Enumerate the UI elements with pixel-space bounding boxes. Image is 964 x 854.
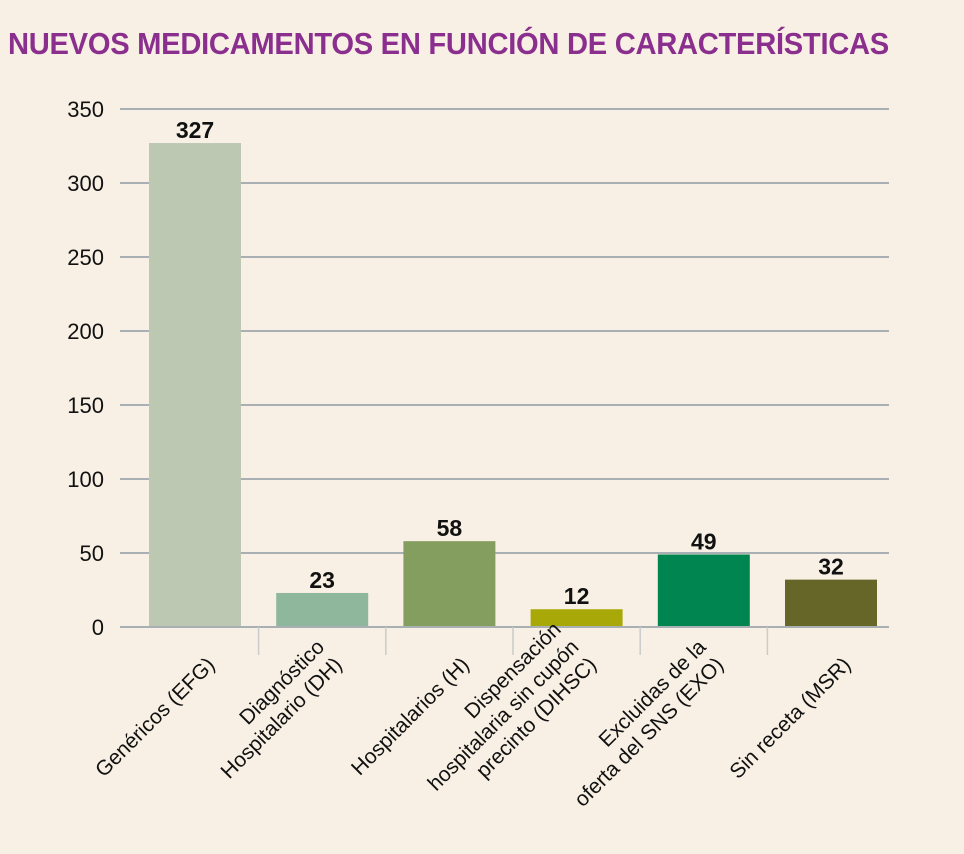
bar bbox=[530, 609, 623, 627]
x-category-label-line: hospitalaria sin cupón bbox=[424, 636, 584, 796]
y-tick-label: 200 bbox=[67, 319, 104, 344]
data-label: 327 bbox=[176, 117, 214, 143]
y-tick-label: 150 bbox=[67, 393, 104, 418]
bar bbox=[785, 579, 877, 627]
x-axis-category-labels: Genéricos (EFG) DiagnósticoHospitalario (… bbox=[91, 618, 855, 813]
bars bbox=[149, 143, 877, 628]
y-tick-label: 250 bbox=[67, 245, 104, 270]
data-label: 23 bbox=[309, 567, 335, 593]
x-category-label: Sin receta (MSR) bbox=[725, 653, 855, 783]
y-tick-label: 300 bbox=[67, 171, 104, 196]
data-labels: 327 23 58 12 49 32 bbox=[176, 117, 844, 609]
y-tick-label: 0 bbox=[92, 615, 104, 640]
y-axis-tick-labels: 0 50 100 150 200 250 300 350 bbox=[67, 97, 104, 640]
y-tick-label: 350 bbox=[67, 97, 104, 122]
data-label: 49 bbox=[691, 528, 717, 554]
y-tick-label: 50 bbox=[80, 541, 104, 566]
data-label: 58 bbox=[437, 515, 463, 541]
x-axis bbox=[120, 626, 889, 655]
gridlines bbox=[120, 108, 889, 554]
x-category-label: Dispensaciónhospitalaria sin cupónprecin… bbox=[406, 618, 601, 813]
x-category-label: Genéricos (EFG) bbox=[91, 653, 219, 781]
x-category-label-line: oferta del SNS (EXO) bbox=[570, 653, 728, 811]
bar bbox=[276, 592, 369, 627]
y-tick-label: 100 bbox=[67, 467, 104, 492]
bar bbox=[657, 554, 750, 627]
data-label: 12 bbox=[564, 583, 590, 609]
bar bbox=[403, 541, 496, 627]
x-category-label-line: Sin receta (MSR) bbox=[725, 653, 855, 783]
x-category-label: DiagnósticoHospitalario (DH) bbox=[199, 636, 347, 784]
chart-title: NUEVOS MEDICAMENTOS EN FUNCIÓN DE CARACT… bbox=[8, 26, 889, 61]
data-label: 32 bbox=[818, 554, 844, 580]
x-category-label-line: Genéricos (EFG) bbox=[91, 653, 219, 781]
bar bbox=[149, 143, 241, 628]
